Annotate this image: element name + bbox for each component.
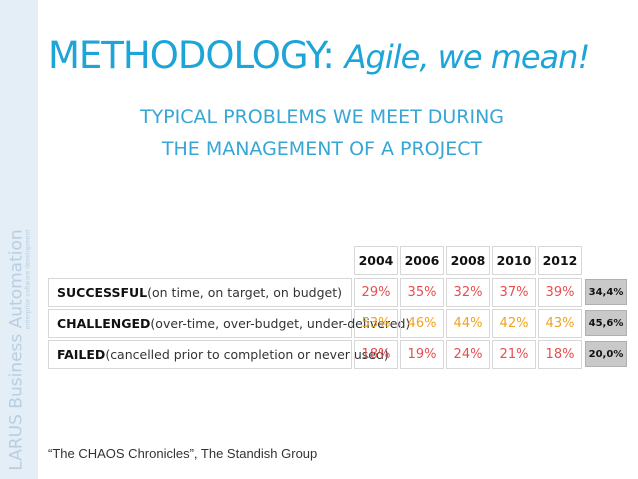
row-label-rest: (over-time, over-budget, under-delivered… bbox=[150, 316, 411, 331]
table-cell: 18% bbox=[354, 340, 398, 369]
row-label-bold: CHALLENGED bbox=[57, 316, 151, 331]
row-label-rest: (on time, on target, on budget) bbox=[147, 285, 342, 300]
average-badge: 45,6% bbox=[585, 310, 627, 336]
brand-logo-text: LARUS Business Automation enterprise sof… bbox=[7, 229, 32, 470]
table-cell: 53% bbox=[354, 309, 398, 338]
table-cell: 32% bbox=[446, 278, 490, 307]
table-cell: 18% bbox=[538, 340, 582, 369]
table-cell: 21% bbox=[492, 340, 536, 369]
year-header: 2004 bbox=[354, 246, 398, 275]
subtitle-line-2: THE MANAGEMENT OF A PROJECT bbox=[161, 138, 483, 160]
table-cell: 43% bbox=[538, 309, 582, 338]
year-header: 2008 bbox=[446, 246, 490, 275]
row-label-bold: SUCCESSFUL bbox=[57, 285, 148, 300]
table-row-label: CHALLENGED (over-time, over-budget, unde… bbox=[48, 309, 410, 338]
subtitle-line-1: TYPICAL PROBLEMS WE MEET DURING bbox=[139, 106, 505, 128]
table-cell: 24% bbox=[446, 340, 490, 369]
table-row-label: FAILED (cancelled prior to completion or… bbox=[48, 340, 389, 369]
table-cell: 42% bbox=[492, 309, 536, 338]
table-cell: 44% bbox=[446, 309, 490, 338]
table-cell: 39% bbox=[538, 278, 582, 307]
year-header: 2010 bbox=[492, 246, 536, 275]
table-cell: 29% bbox=[354, 278, 398, 307]
average-badge: 20,0% bbox=[585, 341, 627, 367]
title-sub: Agile, we mean! bbox=[344, 38, 591, 76]
sidebar-brand-strip: LARUS Business Automation enterprise sof… bbox=[0, 0, 38, 479]
table-cell: 19% bbox=[400, 340, 444, 369]
source-citation: “The CHAOS Chronicles”, The Standish Gro… bbox=[48, 446, 318, 461]
row-label-bold: FAILED bbox=[57, 347, 106, 362]
year-header: 2006 bbox=[400, 246, 444, 275]
row-label-rest: (cancelled prior to completion or never … bbox=[105, 347, 389, 362]
year-header: 2012 bbox=[538, 246, 582, 275]
table-cell: 46% bbox=[400, 309, 444, 338]
brand-name: LARUS Business Automation bbox=[6, 229, 27, 471]
table-cell: 37% bbox=[492, 278, 536, 307]
average-badge: 34,4% bbox=[585, 279, 627, 305]
table-cell: 35% bbox=[400, 278, 444, 307]
slide-title: METHODOLOGY: Agile, we mean! bbox=[48, 34, 591, 77]
title-main: METHODOLOGY: bbox=[48, 34, 335, 77]
table-row-label: SUCCESSFUL (on time, on target, on budge… bbox=[48, 278, 352, 307]
